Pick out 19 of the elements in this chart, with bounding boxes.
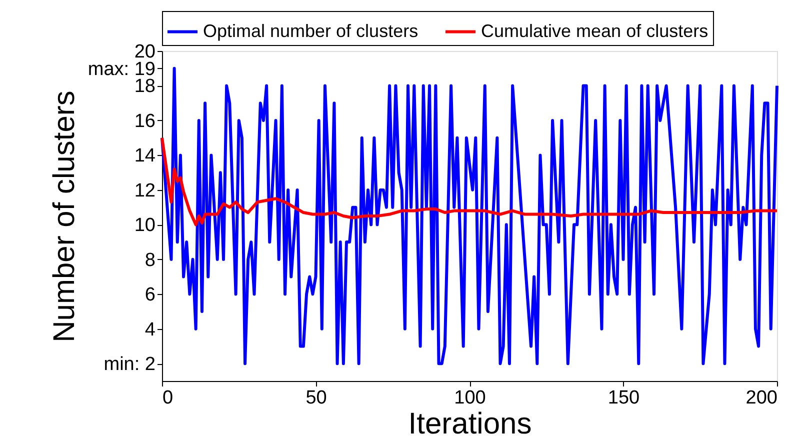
y-tick-label: 4 (144, 319, 156, 340)
x-axis-title: Iterations (408, 408, 532, 440)
legend-label: Cumulative mean of clusters (481, 20, 708, 41)
y-tick-label: 10 (134, 215, 156, 236)
y-tick-label: 8 (144, 250, 156, 271)
y-tick-label: 16 (134, 110, 156, 132)
x-tick-label: 0 (162, 388, 174, 408)
legend-label: Optimal number of clusters (203, 20, 418, 41)
line-series (160, 136, 778, 226)
y-tick-label: 12 (134, 180, 156, 202)
y-tick-label: 14 (134, 146, 156, 167)
y-tick-label: min: 2 (104, 354, 156, 376)
line-series (160, 66, 778, 366)
x-tick-label: 200 (746, 388, 778, 408)
x-tick-label: 50 (306, 388, 327, 408)
x-tick-label: 150 (608, 388, 640, 408)
x-tick-label: 100 (454, 388, 486, 408)
y-tick-label: 6 (144, 284, 156, 306)
y-axis-title: Number of clusters (48, 90, 81, 342)
